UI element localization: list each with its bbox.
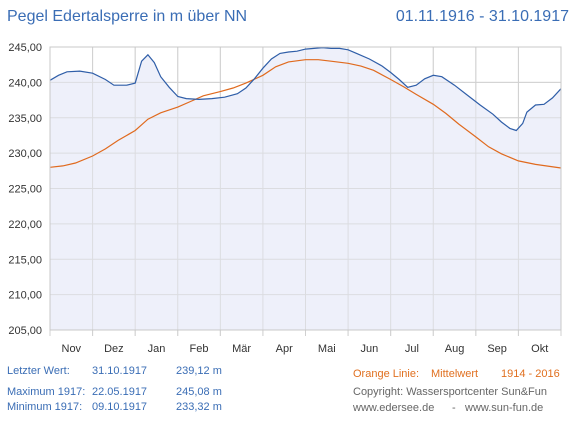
- x-tick-label: Mär: [232, 343, 251, 355]
- min-value: 233,32 m: [176, 401, 222, 413]
- chart-title: Pegel Edertalsperre in m über NN: [7, 8, 248, 25]
- y-axis-labels: 205,00 210,00 215,00 220,00 225,00 230,00 235,…: [8, 42, 42, 337]
- chart-plot: 205,00 210,00 215,00 220,00 225,00 230,00 235,…: [8, 42, 562, 355]
- x-tick-label: Jul: [405, 343, 419, 355]
- y-tick-label: 215,00: [8, 254, 42, 266]
- last-value: 239,12 m: [176, 365, 222, 377]
- site-sunfun: www.sun-fun.de: [465, 402, 544, 414]
- plot-frame: [49, 46, 562, 331]
- separator: -: [452, 402, 456, 414]
- y-tick-label: 240,00: [8, 77, 42, 89]
- x-tick-label: Okt: [531, 343, 548, 355]
- series-mean-line: [49, 59, 562, 169]
- max-value: 245,08 m: [176, 386, 222, 398]
- y-tick-label: 210,00: [8, 290, 42, 302]
- x-tick-label: Apr: [276, 343, 293, 355]
- x-tick-label: Sep: [487, 343, 507, 355]
- y-tick-label: 205,00: [8, 325, 42, 337]
- y-tick-label: 230,00: [8, 148, 42, 160]
- x-tick-label: Aug: [445, 343, 465, 355]
- y-tick-label: 220,00: [8, 219, 42, 231]
- copyright: Copyright: Wassersportcenter Sun&Fun: [353, 386, 548, 398]
- max-date: 22.05.1917: [92, 386, 148, 398]
- y-tick-label: 225,00: [8, 184, 42, 196]
- orange-legend-years: 1914 - 2016: [501, 368, 560, 380]
- x-tick-label: Jan: [148, 343, 166, 355]
- series-1917-line: [49, 47, 562, 132]
- x-tick-label: Mai: [318, 343, 336, 355]
- min-label: Minimum 1917:: [7, 401, 83, 413]
- orange-legend-label: Orange Linie:: [353, 368, 420, 380]
- last-value-date: 31.10.1917: [92, 365, 148, 377]
- x-tick-label: Jun: [361, 343, 379, 355]
- min-date: 09.10.1917: [92, 401, 148, 413]
- x-tick-label: Nov: [62, 343, 82, 355]
- orange-legend-mean: Mittelwert: [431, 368, 479, 380]
- y-tick-label: 235,00: [8, 113, 42, 125]
- last-value-label: Letzter Wert:: [7, 365, 70, 377]
- y-tick-label: 245,00: [8, 42, 42, 54]
- max-label: Maximum 1917:: [7, 386, 86, 398]
- site-edersee: www.edersee.de: [353, 402, 435, 414]
- x-tick-label: Feb: [190, 343, 209, 355]
- x-tick-label: Dez: [104, 343, 124, 355]
- x-axis-labels: Nov Dez Jan Feb Mär Apr Mai Jun Jul Aug Sep Okt: [62, 343, 549, 355]
- date-range: 01.11.1916 - 31.10.1917: [395, 8, 569, 25]
